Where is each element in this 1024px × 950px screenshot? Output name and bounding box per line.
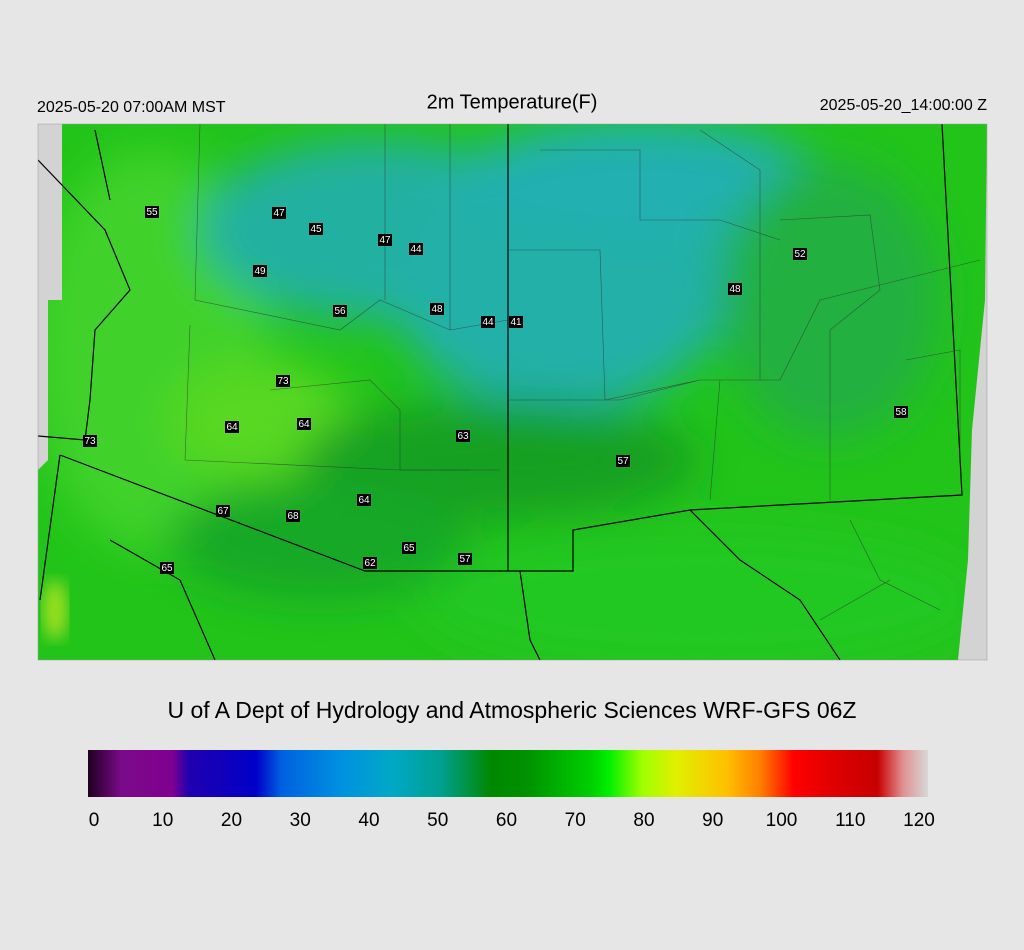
station-value: 73 (277, 376, 289, 387)
colorbar-tick-label: 50 (427, 810, 448, 831)
station-box (363, 557, 377, 569)
station-box (430, 303, 444, 315)
station-value: 41 (510, 317, 522, 328)
station-box (357, 494, 371, 506)
station-value: 56 (334, 306, 346, 317)
station-box (297, 418, 311, 430)
station-value: 62 (364, 558, 376, 569)
station-box (276, 375, 290, 387)
station-box (145, 206, 159, 218)
station-value: 68 (287, 511, 299, 522)
station-value: 44 (482, 317, 494, 328)
station-value: 55 (146, 207, 158, 218)
colorbar-tick-label: 70 (565, 810, 586, 831)
station-value: 52 (794, 249, 806, 260)
station-box (616, 455, 630, 467)
station-value: 64 (358, 495, 370, 506)
valid-time-utc: 2025-05-20_14:00:00 Z (820, 97, 987, 114)
station-value: 67 (217, 506, 229, 517)
station-box (83, 435, 97, 447)
station-box (160, 562, 174, 574)
colorbar-tick-label: 30 (290, 810, 311, 831)
colorbar-tick-label: 120 (903, 810, 935, 831)
station-box (456, 430, 470, 442)
station-box (253, 265, 267, 277)
temperature-map (38, 124, 987, 660)
station-value: 64 (298, 419, 310, 430)
station-box (509, 316, 523, 328)
station-labels: 55 47 45 47 44 49 56 48 44 41 52 48 73 64 64 63 73 57 58 64… (83, 206, 908, 574)
station-value: 47 (379, 235, 391, 246)
station-value: 57 (617, 456, 629, 467)
valid-time-local: 2025-05-20 07:00AM MST (37, 99, 226, 116)
station-value: 47 (273, 208, 285, 219)
station-value: 65 (403, 543, 415, 554)
station-box (272, 207, 286, 219)
station-value: 65 (161, 563, 173, 574)
station-value: 58 (895, 407, 907, 418)
station-value: 63 (457, 431, 469, 442)
station-box (894, 406, 908, 418)
colorbar-tick-label: 40 (358, 810, 379, 831)
station-box (728, 283, 742, 295)
station-value: 57 (459, 554, 471, 565)
station-box (458, 553, 472, 565)
colorbar-tick-label: 20 (221, 810, 242, 831)
colorbar-tick-label: 90 (702, 810, 723, 831)
station-value: 73 (84, 436, 96, 447)
station-value: 49 (254, 266, 266, 277)
station-value: 48 (431, 304, 443, 315)
station-box (225, 421, 239, 433)
colorbar-tick-label: 0 (89, 810, 100, 831)
map-title: 2m Temperature(F) (427, 91, 598, 113)
colorbar (88, 750, 928, 797)
station-box (481, 316, 495, 328)
station-box (402, 542, 416, 554)
station-box (378, 234, 392, 246)
station-value: 44 (410, 244, 422, 255)
station-box (216, 505, 230, 517)
station-box (309, 223, 323, 235)
caption: U of A Dept of Hydrology and Atmospheric… (167, 697, 856, 723)
colorbar-tick-label: 100 (766, 810, 798, 831)
station-box (409, 243, 423, 255)
station-value: 45 (310, 224, 322, 235)
map-frame (37, 123, 988, 661)
colorbar-tick-label: 80 (633, 810, 654, 831)
station-value: 48 (729, 284, 741, 295)
colorbar-ticks: 0 10 20 30 40 50 60 70 80 90 100 110 120 (89, 810, 935, 831)
station-box (333, 305, 347, 317)
station-box (286, 510, 300, 522)
station-box (793, 248, 807, 260)
station-value: 64 (226, 422, 238, 433)
colorbar-tick-label: 10 (152, 810, 173, 831)
colorbar-tick-label: 60 (496, 810, 517, 831)
colorbar-tick-label: 110 (835, 810, 865, 831)
